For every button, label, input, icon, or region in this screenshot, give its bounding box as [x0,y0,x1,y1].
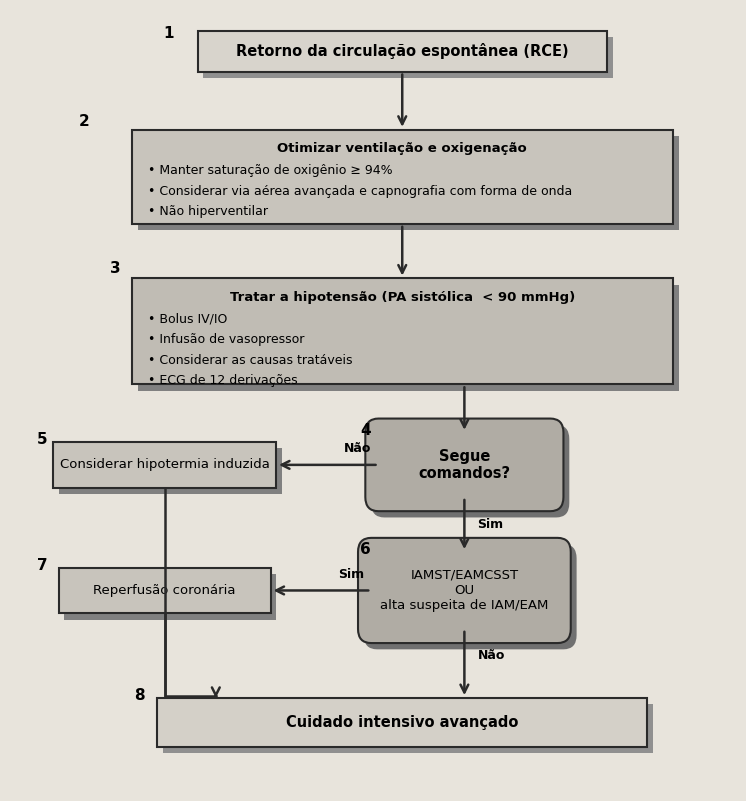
FancyBboxPatch shape [157,698,647,747]
Text: • Considerar as causas tratáveis: • Considerar as causas tratáveis [148,354,352,367]
Text: • Considerar via aérea avançada e capnografia com forma de onda: • Considerar via aérea avançada e capnog… [148,184,572,198]
Text: 4: 4 [360,423,371,438]
Text: 8: 8 [134,688,145,703]
FancyBboxPatch shape [132,279,673,384]
FancyBboxPatch shape [59,449,282,494]
FancyBboxPatch shape [59,568,271,614]
FancyBboxPatch shape [53,442,276,488]
FancyBboxPatch shape [64,574,277,619]
Text: • Bolus IV/IO: • Bolus IV/IO [148,313,228,326]
FancyBboxPatch shape [372,425,569,517]
Text: Reperfusão coronária: Reperfusão coronária [93,584,236,597]
Text: Sim: Sim [338,568,364,581]
FancyBboxPatch shape [137,284,679,391]
Text: Otimizar ventilação e oxigenação: Otimizar ventilação e oxigenação [278,143,527,155]
Text: 6: 6 [360,542,371,557]
FancyBboxPatch shape [163,704,653,753]
Text: Cuidado intensivo avançado: Cuidado intensivo avançado [286,714,518,730]
FancyBboxPatch shape [137,136,679,230]
Text: Tratar a hipotensão (PA sistólica  < 90 mmHg): Tratar a hipotensão (PA sistólica < 90 m… [230,291,575,304]
Text: Segue
comandos?: Segue comandos? [419,449,510,481]
Text: Sim: Sim [477,518,504,531]
Text: • Infusão de vasopressor: • Infusão de vasopressor [148,333,304,346]
FancyBboxPatch shape [132,130,673,223]
Text: 7: 7 [37,557,48,573]
Text: 1: 1 [163,26,174,42]
Text: • Manter saturação de oxigênio ≥ 94%: • Manter saturação de oxigênio ≥ 94% [148,164,392,177]
Text: Não: Não [477,649,505,662]
Text: IAMST/EAMCSST
OU
alta suspeita de IAM/EAM: IAMST/EAMCSST OU alta suspeita de IAM/EA… [380,569,548,612]
Text: Considerar hipotermia induzida: Considerar hipotermia induzida [60,458,269,471]
Text: Não: Não [344,442,372,456]
FancyBboxPatch shape [358,537,571,643]
FancyBboxPatch shape [366,419,563,511]
Text: Retorno da circulação espontânea (RCE): Retorno da circulação espontânea (RCE) [236,43,568,59]
Text: 3: 3 [110,261,121,276]
FancyBboxPatch shape [204,37,612,78]
FancyBboxPatch shape [364,544,577,650]
Text: 5: 5 [37,433,48,447]
Text: • ECG de 12 derivações: • ECG de 12 derivações [148,374,298,387]
Text: 2: 2 [79,114,90,128]
Text: • Não hiperventilar: • Não hiperventilar [148,205,268,218]
FancyBboxPatch shape [198,30,607,71]
